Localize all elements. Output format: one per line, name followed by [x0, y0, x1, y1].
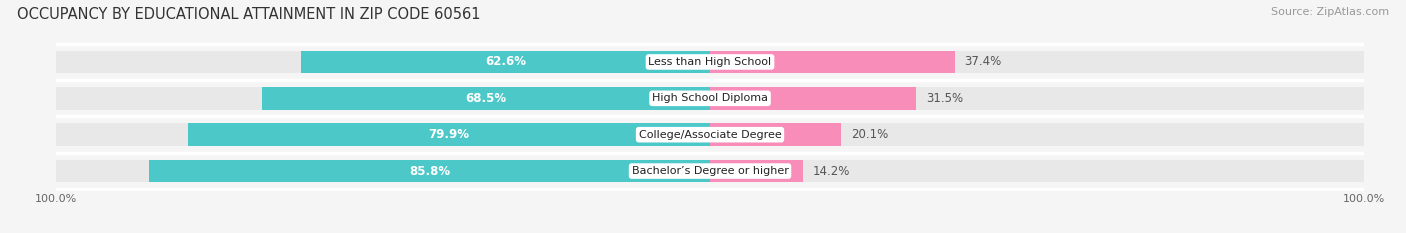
Bar [710, 87, 915, 110]
Bar [187, 123, 710, 146]
Text: 79.9%: 79.9% [429, 128, 470, 141]
Text: 37.4%: 37.4% [965, 55, 1001, 69]
Bar [710, 160, 803, 182]
Text: 14.2%: 14.2% [813, 164, 851, 178]
Bar [56, 87, 1364, 110]
Bar [262, 87, 710, 110]
Text: 20.1%: 20.1% [851, 128, 889, 141]
Bar [301, 51, 710, 73]
Text: 31.5%: 31.5% [925, 92, 963, 105]
Text: College/Associate Degree: College/Associate Degree [638, 130, 782, 140]
Bar [56, 123, 1364, 146]
Text: Source: ZipAtlas.com: Source: ZipAtlas.com [1271, 7, 1389, 17]
Text: Bachelor’s Degree or higher: Bachelor’s Degree or higher [631, 166, 789, 176]
Bar [56, 160, 1364, 182]
Text: 85.8%: 85.8% [409, 164, 450, 178]
Bar [710, 123, 841, 146]
Text: OCCUPANCY BY EDUCATIONAL ATTAINMENT IN ZIP CODE 60561: OCCUPANCY BY EDUCATIONAL ATTAINMENT IN Z… [17, 7, 481, 22]
Text: 62.6%: 62.6% [485, 55, 526, 69]
Bar [56, 51, 1364, 73]
Bar [149, 160, 710, 182]
Text: 68.5%: 68.5% [465, 92, 506, 105]
Bar [710, 51, 955, 73]
Text: High School Diploma: High School Diploma [652, 93, 768, 103]
Text: Less than High School: Less than High School [648, 57, 772, 67]
